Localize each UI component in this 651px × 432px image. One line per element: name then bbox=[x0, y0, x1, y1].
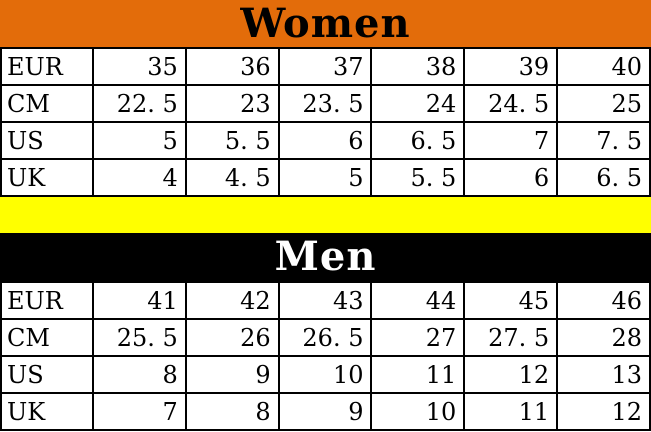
row-label-cm: CM bbox=[0, 84, 94, 123]
size-value-cell: 35 bbox=[92, 47, 187, 86]
size-value-cell: 7. 5 bbox=[556, 121, 651, 160]
size-value-cell: 4. 5 bbox=[184, 158, 280, 197]
size-value-cell: 10 bbox=[277, 355, 373, 394]
size-value-cell: 45 bbox=[463, 281, 559, 320]
size-value-cell: 40 bbox=[556, 47, 651, 86]
row-label-us: US bbox=[0, 121, 94, 160]
yellow-divider bbox=[0, 197, 651, 233]
size-value-cell: 41 bbox=[92, 281, 187, 320]
men-section-header: Men bbox=[0, 233, 651, 281]
size-value-cell: 46 bbox=[556, 281, 651, 320]
size-value-cell: 26 bbox=[184, 318, 280, 357]
row-label-eur: EUR bbox=[0, 281, 94, 320]
size-value-cell: 22. 5 bbox=[92, 84, 187, 123]
size-value-cell: 23. 5 bbox=[277, 84, 373, 123]
size-value-cell: 6 bbox=[463, 158, 559, 197]
size-value-cell: 8 bbox=[184, 392, 280, 431]
size-value-cell: 5 bbox=[277, 158, 373, 197]
table-row: US 5 5. 5 6 6. 5 7 7. 5 bbox=[0, 121, 651, 160]
size-value-cell: 39 bbox=[463, 47, 559, 86]
size-value-cell: 24. 5 bbox=[463, 84, 559, 123]
size-value-cell: 25 bbox=[556, 84, 651, 123]
size-value-cell: 5. 5 bbox=[370, 158, 466, 197]
men-size-table: EUR 41 42 43 44 45 46 CM 25. 5 26 26. 5 27 27. 5 28 US… bbox=[0, 281, 651, 431]
size-value-cell: 10 bbox=[370, 392, 466, 431]
size-value-cell: 7 bbox=[92, 392, 187, 431]
size-value-cell: 27. 5 bbox=[463, 318, 559, 357]
women-size-table: EUR 35 36 37 38 39 40 CM 22. 5 23 23. 5 24 24. 5 25 US… bbox=[0, 47, 651, 197]
size-value-cell: 9 bbox=[277, 392, 373, 431]
size-value-cell: 11 bbox=[463, 392, 559, 431]
size-value-cell: 23 bbox=[184, 84, 280, 123]
size-value-cell: 11 bbox=[370, 355, 466, 394]
size-value-cell: 5 bbox=[92, 121, 187, 160]
row-label-cm: CM bbox=[0, 318, 94, 357]
size-value-cell: 9 bbox=[184, 355, 280, 394]
size-value-cell: 36 bbox=[184, 47, 280, 86]
size-value-cell: 26. 5 bbox=[277, 318, 373, 357]
size-value-cell: 13 bbox=[556, 355, 651, 394]
men-title: Men bbox=[274, 233, 377, 280]
size-value-cell: 44 bbox=[370, 281, 466, 320]
table-row: CM 22. 5 23 23. 5 24 24. 5 25 bbox=[0, 84, 651, 123]
size-value-cell: 43 bbox=[277, 281, 373, 320]
size-value-cell: 5. 5 bbox=[184, 121, 280, 160]
size-value-cell: 42 bbox=[184, 281, 280, 320]
size-value-cell: 6. 5 bbox=[370, 121, 466, 160]
size-value-cell: 38 bbox=[370, 47, 466, 86]
table-row: EUR 35 36 37 38 39 40 bbox=[0, 47, 651, 86]
women-title: Women bbox=[240, 0, 411, 47]
women-section-header: Women bbox=[0, 0, 651, 47]
table-row: US 8 9 10 11 12 13 bbox=[0, 355, 651, 394]
row-label-us: US bbox=[0, 355, 94, 394]
size-value-cell: 28 bbox=[556, 318, 651, 357]
table-row: CM 25. 5 26 26. 5 27 27. 5 28 bbox=[0, 318, 651, 357]
row-label-eur: EUR bbox=[0, 47, 94, 86]
size-value-cell: 6 bbox=[277, 121, 373, 160]
table-row: EUR 41 42 43 44 45 46 bbox=[0, 281, 651, 320]
size-value-cell: 24 bbox=[370, 84, 466, 123]
row-label-uk: UK bbox=[0, 158, 94, 197]
row-label-uk: UK bbox=[0, 392, 94, 431]
size-value-cell: 6. 5 bbox=[556, 158, 651, 197]
size-value-cell: 8 bbox=[92, 355, 187, 394]
size-value-cell: 37 bbox=[277, 47, 373, 86]
size-value-cell: 12 bbox=[556, 392, 651, 431]
size-value-cell: 7 bbox=[463, 121, 559, 160]
table-row: UK 7 8 9 10 11 12 bbox=[0, 392, 651, 431]
table-row: UK 4 4. 5 5 5. 5 6 6. 5 bbox=[0, 158, 651, 197]
size-value-cell: 12 bbox=[463, 355, 559, 394]
size-value-cell: 4 bbox=[92, 158, 187, 197]
size-value-cell: 27 bbox=[370, 318, 466, 357]
size-value-cell: 25. 5 bbox=[92, 318, 187, 357]
